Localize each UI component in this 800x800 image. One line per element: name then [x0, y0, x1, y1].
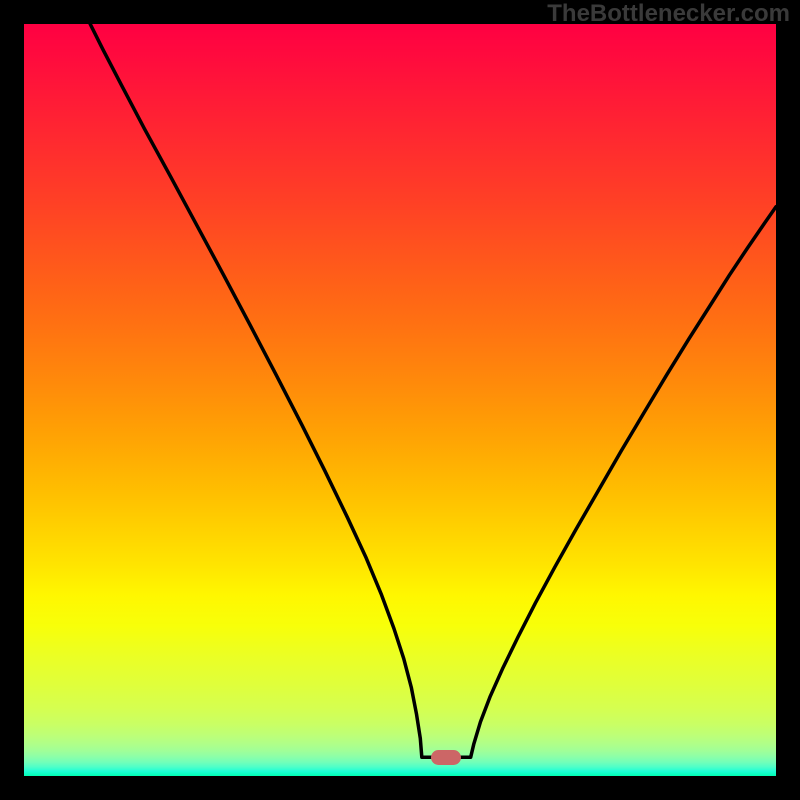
optimal-point-marker [431, 750, 461, 765]
plot-area [24, 24, 776, 776]
attribution-watermark: TheBottlenecker.com [547, 0, 790, 28]
gradient-background [24, 24, 776, 776]
chart-frame: TheBottlenecker.com [0, 0, 800, 800]
